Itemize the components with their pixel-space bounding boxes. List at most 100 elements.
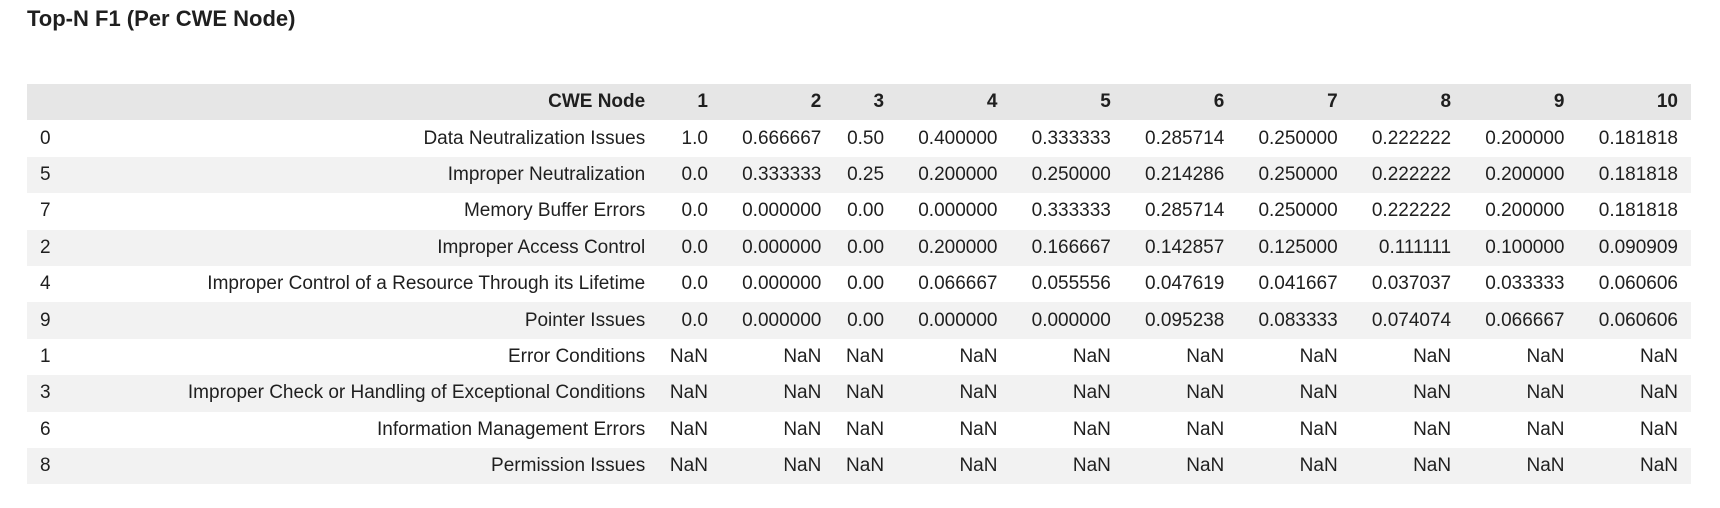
- f1-cell: 0.333333: [720, 156, 835, 194]
- f1-cell: 0.0: [658, 193, 721, 230]
- f1-cell: 0.060606: [1577, 302, 1691, 339]
- f1-cell: 1.0: [658, 120, 721, 157]
- column-header-10: 10: [1577, 84, 1691, 121]
- cwe-node-name: Information Management Errors: [80, 411, 659, 448]
- f1-cell: 0.250000: [1010, 156, 1124, 194]
- f1-cell: 0.041667: [1237, 265, 1351, 303]
- f1-cell: 0.166667: [1010, 229, 1124, 266]
- cwe-node-name: Improper Neutralization: [80, 156, 659, 194]
- f1-cell: 0.066667: [897, 265, 1011, 303]
- row-index: 7: [27, 193, 80, 230]
- row-index: 0: [27, 120, 80, 157]
- f1-cell: 0.200000: [1464, 120, 1578, 157]
- f1-cell: 0.066667: [1464, 302, 1578, 339]
- f1-cell: NaN: [1237, 447, 1351, 485]
- f1-cell: NaN: [1577, 447, 1691, 485]
- f1-cell: NaN: [658, 375, 721, 412]
- cwe-node-name: Data Neutralization Issues: [80, 120, 659, 157]
- row-index: 1: [27, 338, 80, 376]
- column-header-4: 4: [897, 84, 1011, 121]
- f1-cell: NaN: [834, 447, 898, 485]
- f1-cell: NaN: [897, 447, 1011, 485]
- cwe-node-name: Permission Issues: [80, 447, 659, 485]
- f1-cell: 0.222222: [1350, 156, 1465, 194]
- f1-cell: NaN: [834, 375, 898, 412]
- f1-cell: 0.200000: [1464, 193, 1578, 230]
- f1-cell: NaN: [1350, 375, 1465, 412]
- f1-cell: NaN: [1237, 375, 1351, 412]
- f1-cell: NaN: [897, 338, 1011, 376]
- results-table: CWE Node 1 2 3 4 5 6 7 8 9 10 0 Data Neutralization…: [27, 84, 1691, 485]
- column-header-2: 2: [720, 84, 835, 121]
- f1-cell: NaN: [1577, 338, 1691, 376]
- table-row: 3 Improper Check or Handling of Exception…: [27, 375, 1691, 412]
- f1-cell: 0.0: [658, 156, 721, 194]
- table-row: 0 Data Neutralization Issues 1.0 0.666667 0.…: [27, 120, 1691, 157]
- cwe-node-name: Error Conditions: [80, 338, 659, 376]
- f1-cell: 0.000000: [720, 302, 835, 339]
- header-row: CWE Node 1 2 3 4 5 6 7 8 9 10: [27, 84, 1691, 121]
- f1-cell: 0.000000: [897, 193, 1011, 230]
- f1-cell: 0.000000: [897, 302, 1011, 339]
- f1-cell: 0.125000: [1237, 229, 1351, 266]
- f1-cell: 0.200000: [897, 156, 1011, 194]
- table-row: 7 Memory Buffer Errors 0.0 0.000000 0.00 0.00…: [27, 193, 1691, 230]
- f1-cell: 0.000000: [720, 265, 835, 303]
- cwe-node-name: Pointer Issues: [80, 302, 659, 339]
- f1-cell: 0.400000: [897, 120, 1011, 157]
- f1-cell: NaN: [1464, 411, 1578, 448]
- f1-cell: 0.037037: [1350, 265, 1465, 303]
- f1-cell: NaN: [1350, 411, 1465, 448]
- table-row: 9 Pointer Issues 0.0 0.000000 0.00 0.000000 0.…: [27, 302, 1691, 339]
- f1-cell: 0.100000: [1464, 229, 1578, 266]
- f1-cell: 0.00: [834, 265, 898, 303]
- table-row: 4 Improper Control of a Resource Through …: [27, 265, 1691, 303]
- f1-cell: NaN: [720, 375, 835, 412]
- f1-cell: NaN: [658, 338, 721, 376]
- row-index: 4: [27, 265, 80, 303]
- cwe-node-name: Improper Access Control: [80, 229, 659, 266]
- f1-cell: 0.111111: [1350, 229, 1465, 266]
- table-row: 2 Improper Access Control 0.0 0.000000 0.00 0…: [27, 229, 1691, 266]
- f1-cell: NaN: [658, 411, 721, 448]
- f1-cell: 0.000000: [720, 193, 835, 230]
- f1-cell: NaN: [1123, 375, 1238, 412]
- row-index: 3: [27, 375, 80, 412]
- column-header-cwe-node: CWE Node: [80, 84, 659, 121]
- f1-cell: 0.181818: [1577, 120, 1691, 157]
- f1-cell: NaN: [720, 338, 835, 376]
- f1-cell: 0.000000: [720, 229, 835, 266]
- row-index: 2: [27, 229, 80, 266]
- f1-cell: 0.214286: [1123, 156, 1238, 194]
- f1-cell: NaN: [720, 447, 835, 485]
- f1-cell: NaN: [1123, 447, 1238, 485]
- f1-cell: 0.666667: [720, 120, 835, 157]
- column-header-8: 8: [1350, 84, 1465, 121]
- f1-cell: 0.033333: [1464, 265, 1578, 303]
- f1-cell: NaN: [658, 447, 721, 485]
- f1-cell: NaN: [897, 411, 1011, 448]
- column-header-3: 3: [834, 84, 898, 121]
- f1-cell: 0.222222: [1350, 193, 1465, 230]
- f1-cell: NaN: [1237, 411, 1351, 448]
- f1-cell: 0.095238: [1123, 302, 1238, 339]
- f1-cell: 0.00: [834, 229, 898, 266]
- f1-cell: 0.181818: [1577, 193, 1691, 230]
- f1-cell: 0.285714: [1123, 193, 1238, 230]
- f1-cell: 0.333333: [1010, 193, 1124, 230]
- f1-cell: 0.200000: [1464, 156, 1578, 194]
- table-row: 1 Error Conditions NaN NaN NaN NaN NaN NaN NaN Na…: [27, 338, 1691, 376]
- f1-cell: 0.0: [658, 302, 721, 339]
- f1-cell: NaN: [1464, 375, 1578, 412]
- f1-cell: NaN: [1123, 338, 1238, 376]
- f1-cell: NaN: [720, 411, 835, 448]
- f1-cell: 0.000000: [1010, 302, 1124, 339]
- f1-cell: 0.083333: [1237, 302, 1351, 339]
- table-row: 5 Improper Neutralization 0.0 0.333333 0.25 0…: [27, 156, 1691, 194]
- f1-cell: NaN: [1010, 411, 1124, 448]
- cwe-node-name: Improper Check or Handling of Exceptiona…: [80, 375, 659, 412]
- f1-cell: NaN: [834, 411, 898, 448]
- column-header-9: 9: [1464, 84, 1578, 121]
- page-title: Top-N F1 (Per CWE Node): [27, 6, 296, 31]
- f1-cell: NaN: [1010, 375, 1124, 412]
